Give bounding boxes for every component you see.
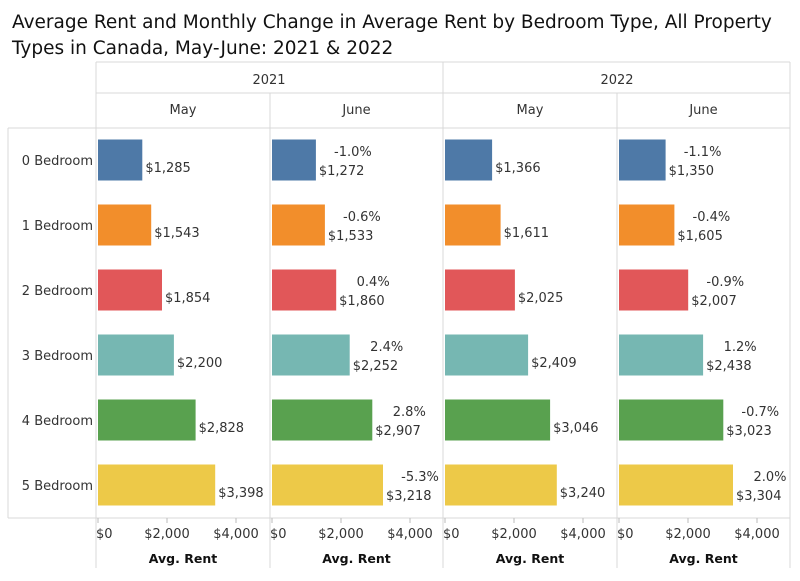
bar <box>98 269 162 311</box>
grid-lines <box>7 61 791 568</box>
change-label: -5.3% <box>401 470 439 485</box>
bar <box>619 464 733 506</box>
bar <box>98 399 196 441</box>
bar <box>272 139 316 181</box>
x-tick-label: $4,000 <box>560 527 606 542</box>
value-label: $3,304 <box>736 489 782 504</box>
value-label: $3,240 <box>560 486 606 501</box>
change-label: 2.0% <box>753 470 786 485</box>
value-label: $1,285 <box>145 161 191 176</box>
value-label: $2,025 <box>518 291 564 306</box>
bar <box>445 204 501 246</box>
x-tick-label: $0 <box>96 527 113 542</box>
bar <box>272 269 337 311</box>
row-label: 2 Bedroom <box>22 284 93 299</box>
change-label: 2.4% <box>370 340 403 355</box>
value-label: $1,533 <box>328 229 374 244</box>
bar <box>98 464 216 506</box>
change-label: 0.4% <box>357 275 390 290</box>
change-label: -0.4% <box>693 210 731 225</box>
value-label: $2,200 <box>177 356 223 371</box>
value-label: $1,272 <box>319 164 365 179</box>
change-label: -0.7% <box>741 405 779 420</box>
bar <box>272 399 373 441</box>
bar <box>619 399 724 441</box>
bar <box>619 269 689 311</box>
row-label: 0 Bedroom <box>22 154 93 169</box>
value-label: $2,907 <box>375 424 421 439</box>
row-label: 4 Bedroom <box>22 414 93 429</box>
bar <box>445 464 557 506</box>
x-tick-label: $0 <box>443 527 460 542</box>
bar <box>445 139 493 181</box>
x-axis-title: Avg. Rent <box>322 551 390 566</box>
value-label: $1,854 <box>165 291 211 306</box>
year-header-2022: 2022 <box>600 73 633 88</box>
bar <box>98 334 174 376</box>
value-label: $3,023 <box>726 424 772 439</box>
bar <box>619 139 666 181</box>
value-label: $1,611 <box>504 226 549 241</box>
x-tick-label: $0 <box>270 527 287 542</box>
row-label: 1 Bedroom <box>22 219 93 234</box>
x-tick-label: $0 <box>617 527 634 542</box>
data-labels: $1,285 $1,543 $1,854 $2,200 $2,828 $3,398 -1.0… <box>145 145 786 504</box>
x-axis-title: Avg. Rent <box>149 551 217 566</box>
value-label: $1,366 <box>495 161 541 176</box>
value-label: $1,860 <box>339 294 385 309</box>
bar <box>445 269 515 311</box>
bar <box>619 204 675 246</box>
x-tick-label: $2,000 <box>491 527 537 542</box>
value-label: $3,218 <box>386 489 432 504</box>
x-tick-label: $2,000 <box>144 527 190 542</box>
bar <box>445 399 551 441</box>
row-label: 5 Bedroom <box>22 479 93 494</box>
year-header-2021: 2021 <box>252 73 285 88</box>
column-headers: 2021 2022 May June May June <box>170 73 718 118</box>
bar <box>98 204 152 246</box>
bar <box>272 204 325 246</box>
value-label: $2,409 <box>531 356 577 371</box>
change-label: -0.9% <box>706 275 744 290</box>
row-labels: 0 Bedroom 1 Bedroom 2 Bedroom 3 Bedroom 4 Be… <box>22 154 93 494</box>
value-label: $2,438 <box>706 359 752 374</box>
change-label: -1.1% <box>684 145 722 160</box>
bar <box>272 334 350 376</box>
value-label: $3,398 <box>218 486 264 501</box>
bar <box>98 139 143 181</box>
x-axis-title: Avg. Rent <box>496 551 564 566</box>
x-tick-label: $2,000 <box>665 527 711 542</box>
change-label: -1.0% <box>334 145 372 160</box>
x-tick-label: $4,000 <box>213 527 259 542</box>
bar <box>445 334 529 376</box>
x-axis-title: Avg. Rent <box>669 551 737 566</box>
value-label: $3,046 <box>553 421 599 436</box>
value-label: $2,252 <box>353 359 399 374</box>
bars <box>98 139 733 506</box>
change-label: 2.8% <box>393 405 426 420</box>
value-label: $2,828 <box>199 421 245 436</box>
x-axes: $0 $2,000 $4,000 Avg. Rent $0 $2,000 $4,000 Avg… <box>96 518 780 566</box>
value-label: $1,605 <box>677 229 723 244</box>
change-label: -0.6% <box>343 210 381 225</box>
value-label: $1,350 <box>669 164 715 179</box>
chart-title: Average Rent and Monthly Change in Avera… <box>12 12 772 59</box>
x-tick-label: $4,000 <box>734 527 780 542</box>
month-header: June <box>341 103 370 118</box>
row-label: 3 Bedroom <box>22 349 93 364</box>
month-header: June <box>688 103 717 118</box>
bar <box>272 464 383 506</box>
change-label: 1.2% <box>724 340 757 355</box>
x-tick-label: $2,000 <box>318 527 364 542</box>
value-label: $1,543 <box>154 226 200 241</box>
value-label: $2,007 <box>691 294 737 309</box>
month-header: May <box>170 103 197 118</box>
bar <box>619 334 704 376</box>
month-header: May <box>517 103 544 118</box>
x-tick-label: $4,000 <box>387 527 433 542</box>
